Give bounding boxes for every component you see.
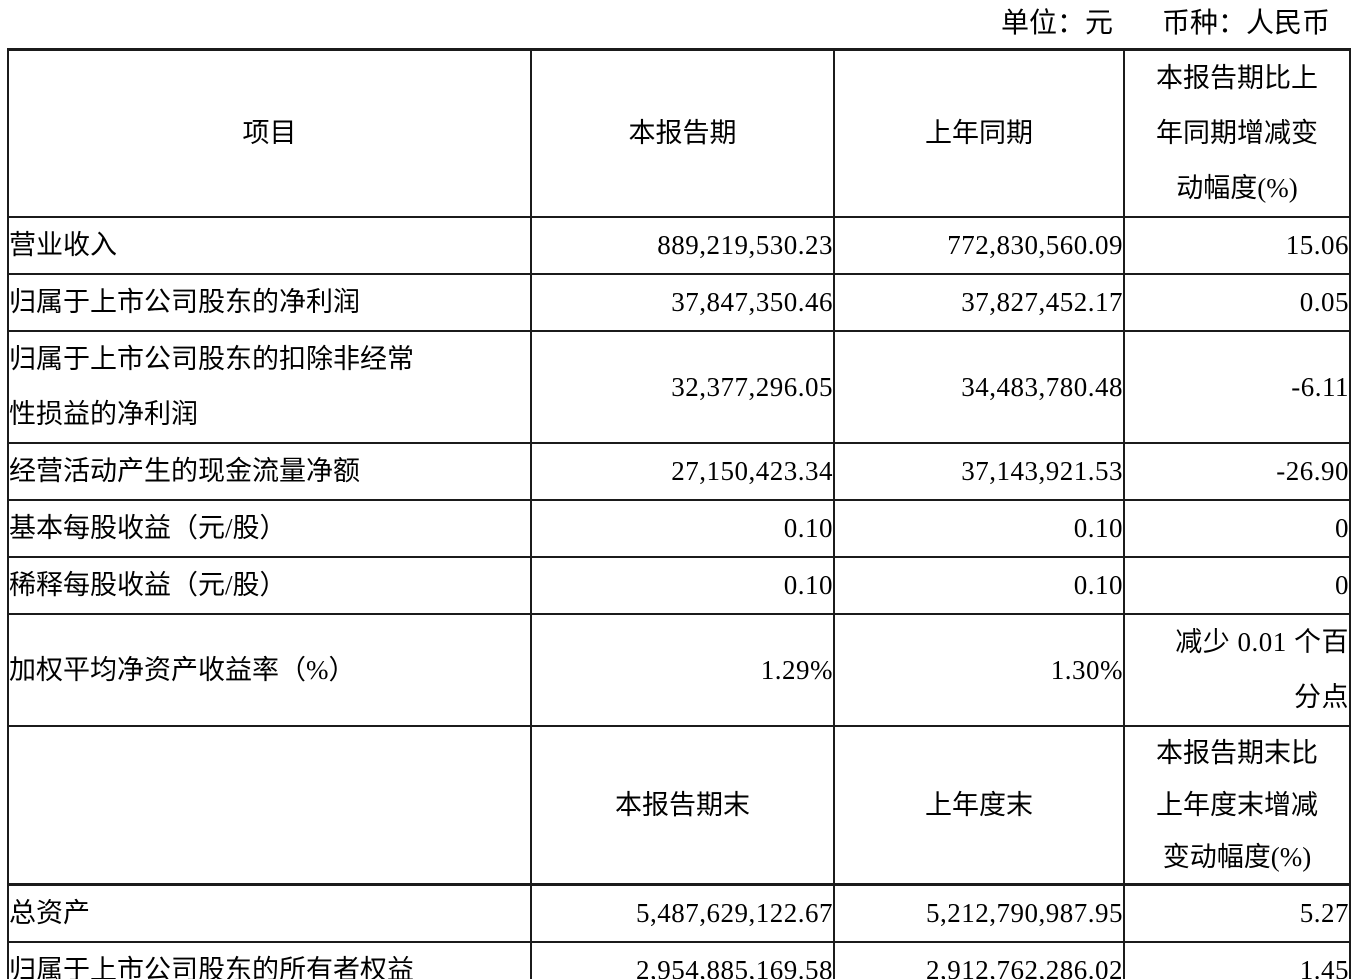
table-row-shareholders-equity: 归属于上市公司股东的所有者权益 2,954,885,169.58 2,912,7… — [7, 941, 1351, 979]
current-period-value: 37,847,350.46 — [530, 273, 835, 332]
change-value: -6.11 — [1123, 330, 1351, 444]
prior-period-value: 772,830,560.09 — [833, 216, 1125, 275]
change-value: 15.06 — [1123, 216, 1351, 275]
col-header-prior-year-end: 上年度末 — [833, 725, 1125, 886]
current-period-value: 0.10 — [530, 556, 835, 615]
prior-period-value: 2,912,762,286.02 — [833, 941, 1125, 979]
prior-period-value: 37,827,452.17 — [833, 273, 1125, 332]
table-row-revenue: 营业收入 889,219,530.23 772,830,560.09 15.06 — [7, 216, 1351, 275]
table-row-basic-eps: 基本每股收益（元/股） 0.10 0.10 0 — [7, 499, 1351, 558]
current-period-value: 889,219,530.23 — [530, 216, 835, 275]
col-header-item: 项目 — [7, 48, 532, 218]
col-header-item-blank — [7, 725, 532, 886]
item-name-cell: 总资产 — [7, 883, 532, 943]
prior-period-value: 0.10 — [833, 556, 1125, 615]
change-value: -26.90 — [1123, 442, 1351, 501]
item-name-cell: 营业收入 — [7, 216, 532, 275]
financial-summary-table: 项目 本报告期 上年同期 本报告期比上 年同期增减变 动幅度(%) 营业收入 8… — [7, 48, 1351, 979]
table-row-diluted-eps: 稀释每股收益（元/股） 0.10 0.10 0 — [7, 556, 1351, 615]
change-value: 1.45 — [1123, 941, 1351, 979]
current-period-value: 27,150,423.34 — [530, 442, 835, 501]
table-row-total-assets: 总资产 5,487,629,122.67 5,212,790,987.95 5.… — [7, 883, 1351, 943]
table-row-net-profit: 归属于上市公司股东的净利润 37,847,350.46 37,827,452.1… — [7, 273, 1351, 332]
item-name-cell: 归属于上市公司股东的所有者权益 — [7, 941, 532, 979]
change-value: 0.05 — [1123, 273, 1351, 332]
prior-period-value: 0.10 — [833, 499, 1125, 558]
current-period-value: 0.10 — [530, 499, 835, 558]
table-header-row-period-end: 本报告期末 上年度末 本报告期末比 上年度末增减 变动幅度(%) — [7, 725, 1351, 886]
table-row-operating-cash-flow: 经营活动产生的现金流量净额 27,150,423.34 37,143,921.5… — [7, 442, 1351, 501]
change-value: 减少 0.01 个百 分点 — [1123, 613, 1351, 727]
col-header-change-pct-period-end: 本报告期末比 上年度末增减 变动幅度(%) — [1123, 725, 1351, 886]
current-period-value: 2,954,885,169.58 — [530, 941, 835, 979]
prior-period-value: 5,212,790,987.95 — [833, 883, 1125, 943]
item-name-cell: 基本每股收益（元/股） — [7, 499, 532, 558]
currency-label: 币种：人民币 — [1161, 8, 1330, 39]
table-row-net-profit-excl-nonrecurring: 归属于上市公司股东的扣除非经常 性损益的净利润 32,377,296.05 34… — [7, 330, 1351, 444]
unit-label: 单位：元 — [1000, 8, 1113, 39]
col-header-prior-period: 上年同期 — [833, 48, 1125, 218]
unit-currency-line: 单位：元 币种：人民币 — [1001, 6, 1330, 42]
item-name-cell: 归属于上市公司股东的净利润 — [7, 273, 532, 332]
change-value: 0 — [1123, 499, 1351, 558]
current-period-value: 5,487,629,122.67 — [530, 883, 835, 943]
table-header-row-period: 项目 本报告期 上年同期 本报告期比上 年同期增减变 动幅度(%) — [7, 48, 1351, 218]
change-value: 5.27 — [1123, 883, 1351, 943]
item-name-cell: 经营活动产生的现金流量净额 — [7, 442, 532, 501]
item-name-cell: 稀释每股收益（元/股） — [7, 556, 532, 615]
table-row-weighted-avg-roe: 加权平均净资产收益率（%） 1.29% 1.30% 减少 0.01 个百 分点 — [7, 613, 1351, 727]
item-name-cell: 归属于上市公司股东的扣除非经常 性损益的净利润 — [7, 330, 532, 444]
col-header-current-period-end: 本报告期末 — [530, 725, 835, 886]
current-period-value: 32,377,296.05 — [530, 330, 835, 444]
prior-period-value: 1.30% — [833, 613, 1125, 727]
prior-period-value: 37,143,921.53 — [833, 442, 1125, 501]
col-header-change-pct: 本报告期比上 年同期增减变 动幅度(%) — [1123, 48, 1351, 218]
current-period-value: 1.29% — [530, 613, 835, 727]
prior-period-value: 34,483,780.48 — [833, 330, 1125, 444]
change-value: 0 — [1123, 556, 1351, 615]
item-name-cell: 加权平均净资产收益率（%） — [7, 613, 532, 727]
col-header-current-period: 本报告期 — [530, 48, 835, 218]
